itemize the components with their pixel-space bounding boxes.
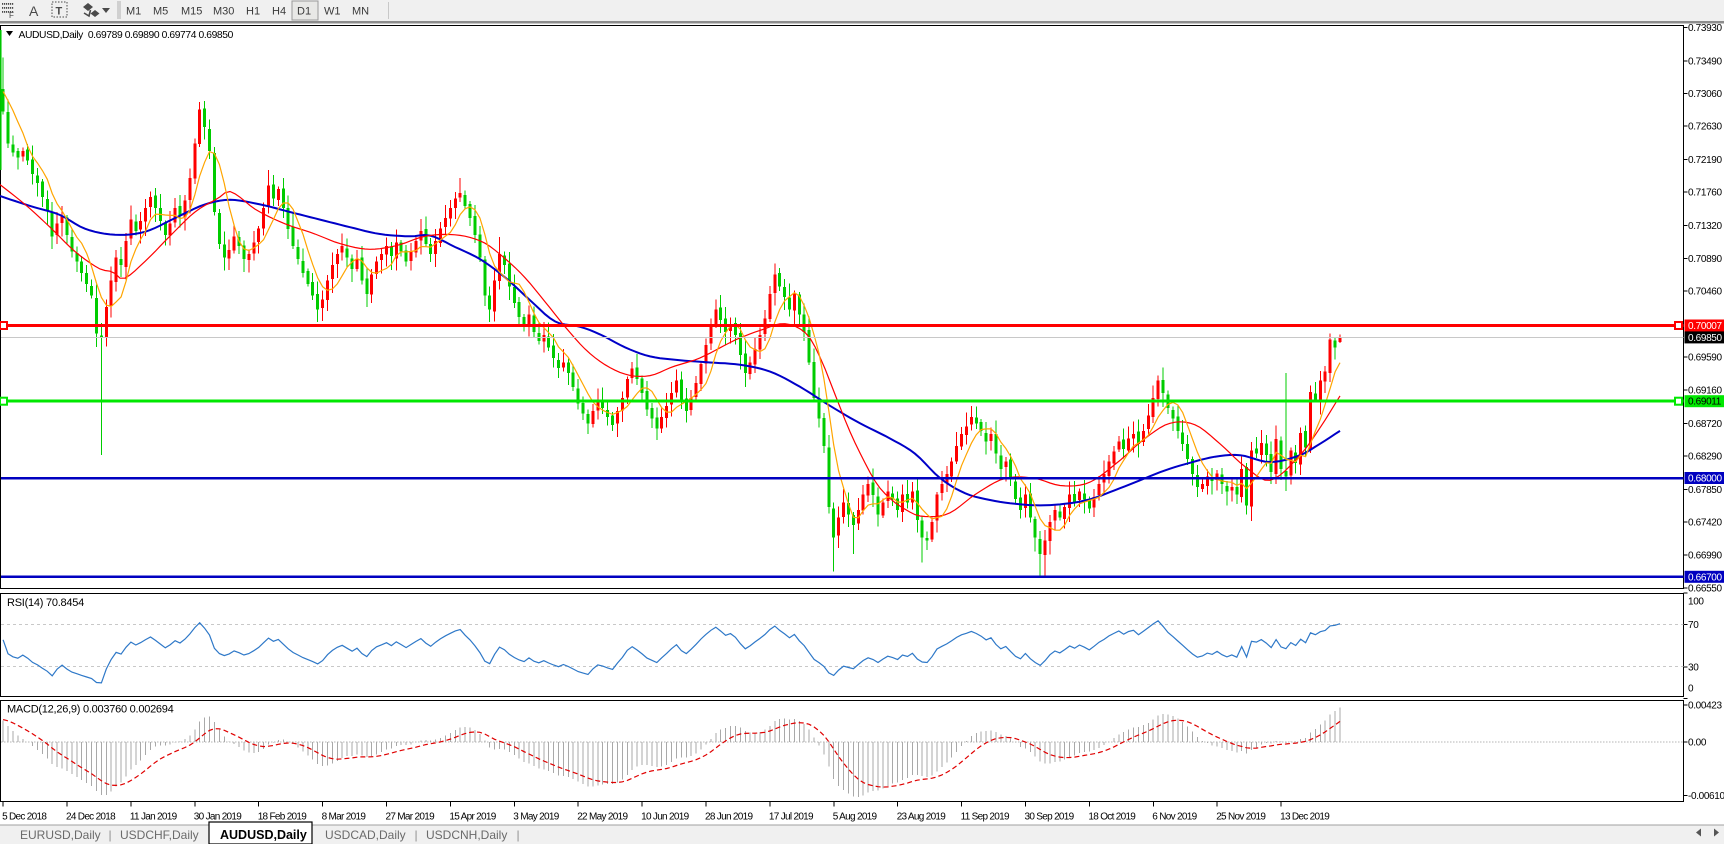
svg-text:0.73930: 0.73930 xyxy=(1688,23,1722,34)
svg-text:0.68000: 0.68000 xyxy=(1688,474,1722,485)
svg-text:5 Dec 2018: 5 Dec 2018 xyxy=(2,812,47,823)
svg-text:EURUSD,Daily: EURUSD,Daily xyxy=(20,828,101,842)
svg-text:100: 100 xyxy=(1688,597,1704,608)
svg-text:D1: D1 xyxy=(297,6,311,18)
svg-text:70: 70 xyxy=(1688,620,1699,631)
svg-text:|: | xyxy=(517,828,520,842)
svg-text:0.69850: 0.69850 xyxy=(1688,333,1722,344)
svg-text:0: 0 xyxy=(1688,684,1694,695)
svg-text:H1: H1 xyxy=(246,6,260,18)
svg-text:18 Feb 2019: 18 Feb 2019 xyxy=(258,812,308,823)
svg-text:0.68290: 0.68290 xyxy=(1688,452,1722,463)
svg-text:|: | xyxy=(415,828,418,842)
svg-text:30 Sep 2019: 30 Sep 2019 xyxy=(1025,812,1075,823)
svg-text:RSI(14) 70.8454: RSI(14) 70.8454 xyxy=(7,597,84,609)
svg-text:18 Oct 2019: 18 Oct 2019 xyxy=(1088,812,1136,823)
svg-text:27 Mar 2019: 27 Mar 2019 xyxy=(386,812,436,823)
svg-text:MN: MN xyxy=(352,6,369,18)
svg-text:F: F xyxy=(9,11,14,20)
svg-text:0.69011: 0.69011 xyxy=(1688,397,1722,408)
svg-text:10 Jun 2019: 10 Jun 2019 xyxy=(641,812,689,823)
svg-text:0.67850: 0.67850 xyxy=(1688,485,1722,496)
svg-text:0.70890: 0.70890 xyxy=(1688,254,1722,265)
svg-text:23 Aug 2019: 23 Aug 2019 xyxy=(897,812,947,823)
svg-text:USDCAD,Daily: USDCAD,Daily xyxy=(325,828,406,842)
svg-text:0.73490: 0.73490 xyxy=(1688,56,1722,67)
svg-text:W1: W1 xyxy=(324,6,341,18)
svg-text:M1: M1 xyxy=(126,6,141,18)
svg-text:11 Jan 2019: 11 Jan 2019 xyxy=(130,812,178,823)
svg-text:13 Dec 2019: 13 Dec 2019 xyxy=(1280,812,1330,823)
svg-text:3 May 2019: 3 May 2019 xyxy=(513,812,559,823)
svg-text:USDCHF,Daily: USDCHF,Daily xyxy=(120,828,199,842)
svg-text:0.67420: 0.67420 xyxy=(1688,518,1722,529)
svg-text:0.66550: 0.66550 xyxy=(1688,584,1722,595)
svg-text:0.69160: 0.69160 xyxy=(1688,385,1722,396)
svg-text:0.71320: 0.71320 xyxy=(1688,221,1722,232)
svg-text:M5: M5 xyxy=(153,6,168,18)
svg-text:17 Jul 2019: 17 Jul 2019 xyxy=(769,812,814,823)
svg-text:0.00423: 0.00423 xyxy=(1688,701,1722,712)
svg-text:0.69590: 0.69590 xyxy=(1688,353,1722,364)
svg-text:MACD(12,26,9) 0.003760 0.00269: MACD(12,26,9) 0.003760 0.002694 xyxy=(7,704,174,716)
svg-text:H4: H4 xyxy=(272,6,286,18)
svg-text:-0.00610: -0.00610 xyxy=(1688,791,1724,802)
svg-text:22 May 2019: 22 May 2019 xyxy=(577,812,628,823)
svg-text:0.00: 0.00 xyxy=(1688,738,1707,749)
svg-text:M30: M30 xyxy=(213,6,234,18)
svg-text:8 Mar 2019: 8 Mar 2019 xyxy=(322,812,367,823)
svg-text:25 Nov 2019: 25 Nov 2019 xyxy=(1216,812,1266,823)
svg-text:15 Apr 2019: 15 Apr 2019 xyxy=(449,812,496,823)
svg-text:A: A xyxy=(29,3,39,19)
svg-text:0.66700: 0.66700 xyxy=(1688,572,1722,583)
svg-text:M15: M15 xyxy=(181,6,202,18)
svg-text:28 Jun 2019: 28 Jun 2019 xyxy=(705,812,753,823)
svg-text:|: | xyxy=(109,828,112,842)
svg-text:0.72190: 0.72190 xyxy=(1688,155,1722,166)
svg-text:T: T xyxy=(56,6,63,18)
svg-text:AUDUSD,Daily: AUDUSD,Daily xyxy=(220,828,307,842)
svg-text:0.71760: 0.71760 xyxy=(1688,188,1722,199)
svg-text:AUDUSD,Daily 0.69789 0.69890: AUDUSD,Daily 0.69789 0.69890 0.69774 0.6… xyxy=(19,30,234,41)
svg-text:5 Aug 2019: 5 Aug 2019 xyxy=(833,812,878,823)
svg-text:24 Dec 2018: 24 Dec 2018 xyxy=(66,812,116,823)
svg-text:0.68720: 0.68720 xyxy=(1688,419,1722,430)
svg-text:30 Jan 2019: 30 Jan 2019 xyxy=(194,812,242,823)
svg-text:USDCNH,Daily: USDCNH,Daily xyxy=(426,828,507,842)
svg-text:0.70460: 0.70460 xyxy=(1688,287,1722,298)
svg-text:0.70007: 0.70007 xyxy=(1688,321,1722,332)
svg-text:6 Nov 2019: 6 Nov 2019 xyxy=(1152,812,1197,823)
svg-text:11 Sep 2019: 11 Sep 2019 xyxy=(961,812,1010,823)
svg-text:30: 30 xyxy=(1688,662,1699,673)
svg-text:0.72630: 0.72630 xyxy=(1688,122,1722,133)
svg-text:0.73060: 0.73060 xyxy=(1688,89,1722,100)
svg-text:0.66990: 0.66990 xyxy=(1688,550,1722,561)
